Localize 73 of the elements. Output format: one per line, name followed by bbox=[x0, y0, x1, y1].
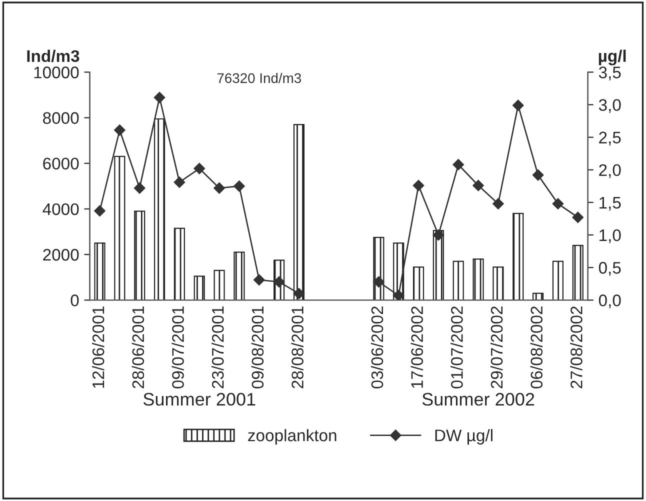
x-tick-label: 12/06/2001 bbox=[92, 306, 104, 388]
y2-tick-label: 3,0 bbox=[598, 99, 621, 113]
bar bbox=[532, 292, 544, 300]
bar bbox=[234, 252, 245, 300]
point bbox=[214, 182, 225, 194]
y-tick-label: 8000 bbox=[43, 112, 79, 124]
annotation: 76320 Ind/m3 bbox=[217, 72, 301, 84]
point bbox=[572, 212, 584, 223]
y2-tick-label: 3,5 bbox=[598, 66, 621, 80]
bar bbox=[492, 266, 504, 300]
x-tick-label: 09/07/2001 bbox=[172, 306, 184, 388]
point bbox=[452, 159, 464, 170]
point bbox=[432, 229, 444, 241]
bar bbox=[214, 270, 225, 300]
legend-label: zooplankton bbox=[248, 429, 336, 445]
x-tick-label: 06/08/2002 bbox=[530, 306, 543, 388]
point bbox=[412, 180, 424, 192]
x-tick-label: 17/06/2002 bbox=[410, 306, 423, 388]
bar bbox=[174, 228, 185, 300]
point bbox=[293, 288, 305, 300]
y-tick-label: 4000 bbox=[42, 203, 79, 216]
point bbox=[254, 274, 265, 286]
point bbox=[492, 198, 504, 210]
x-tick-label: 28/08/2001 bbox=[291, 306, 304, 388]
point bbox=[174, 176, 186, 188]
bar bbox=[512, 212, 524, 300]
y2-tick-label: 1,0 bbox=[600, 229, 621, 244]
y2-axis-title: µg/l bbox=[598, 50, 626, 66]
point bbox=[472, 180, 484, 192]
point bbox=[512, 100, 524, 111]
x-tick-label: 28/06/2001 bbox=[132, 306, 144, 388]
point bbox=[552, 198, 564, 210]
bar bbox=[114, 156, 126, 300]
point bbox=[234, 180, 245, 192]
y2-tick-label: 2,5 bbox=[599, 132, 621, 146]
bar bbox=[134, 210, 146, 300]
point bbox=[194, 162, 205, 174]
x-tick-label: 03/06/2002 bbox=[370, 306, 384, 388]
legend-label: DW µg/l bbox=[435, 429, 492, 445]
y2-tick-label: 2,0 bbox=[599, 164, 621, 178]
bar bbox=[94, 242, 106, 300]
y-tick-label: 2000 bbox=[43, 248, 79, 261]
y2-tick-label: 0,5 bbox=[598, 262, 621, 276]
x-tick-label: 01/07/2002 bbox=[450, 306, 463, 388]
y-tick-label: 0 bbox=[70, 294, 79, 306]
bar bbox=[572, 244, 584, 300]
point bbox=[154, 92, 166, 104]
y2-tick-label: 1,5 bbox=[600, 196, 621, 211]
y-tick-label: 6000 bbox=[43, 158, 79, 170]
bar bbox=[452, 260, 464, 300]
y-axis-title: Ind/m3 bbox=[27, 50, 80, 62]
bar bbox=[194, 276, 205, 300]
x-tick-label: 09/08/2001 bbox=[251, 306, 264, 388]
y2-tick-label: 0,0 bbox=[598, 294, 621, 308]
text: Summer 2001 bbox=[143, 392, 256, 406]
x-tick-label: 27/08/2002 bbox=[570, 306, 582, 388]
text: Summer 2002 bbox=[422, 392, 534, 406]
point bbox=[392, 290, 404, 300]
bar bbox=[412, 266, 424, 300]
bar bbox=[154, 118, 166, 300]
point bbox=[94, 205, 106, 216]
bar bbox=[552, 260, 564, 300]
bar bbox=[432, 230, 444, 300]
point bbox=[373, 276, 384, 288]
point bbox=[134, 182, 146, 194]
bar bbox=[293, 124, 305, 300]
y-tick-label: 10000 bbox=[34, 66, 79, 78]
point bbox=[114, 124, 126, 136]
point bbox=[273, 276, 285, 288]
x-tick-label: 23/07/2001 bbox=[212, 306, 224, 388]
bar bbox=[472, 258, 484, 300]
point bbox=[532, 169, 544, 181]
x-tick-label: 29/07/2002 bbox=[490, 306, 503, 388]
